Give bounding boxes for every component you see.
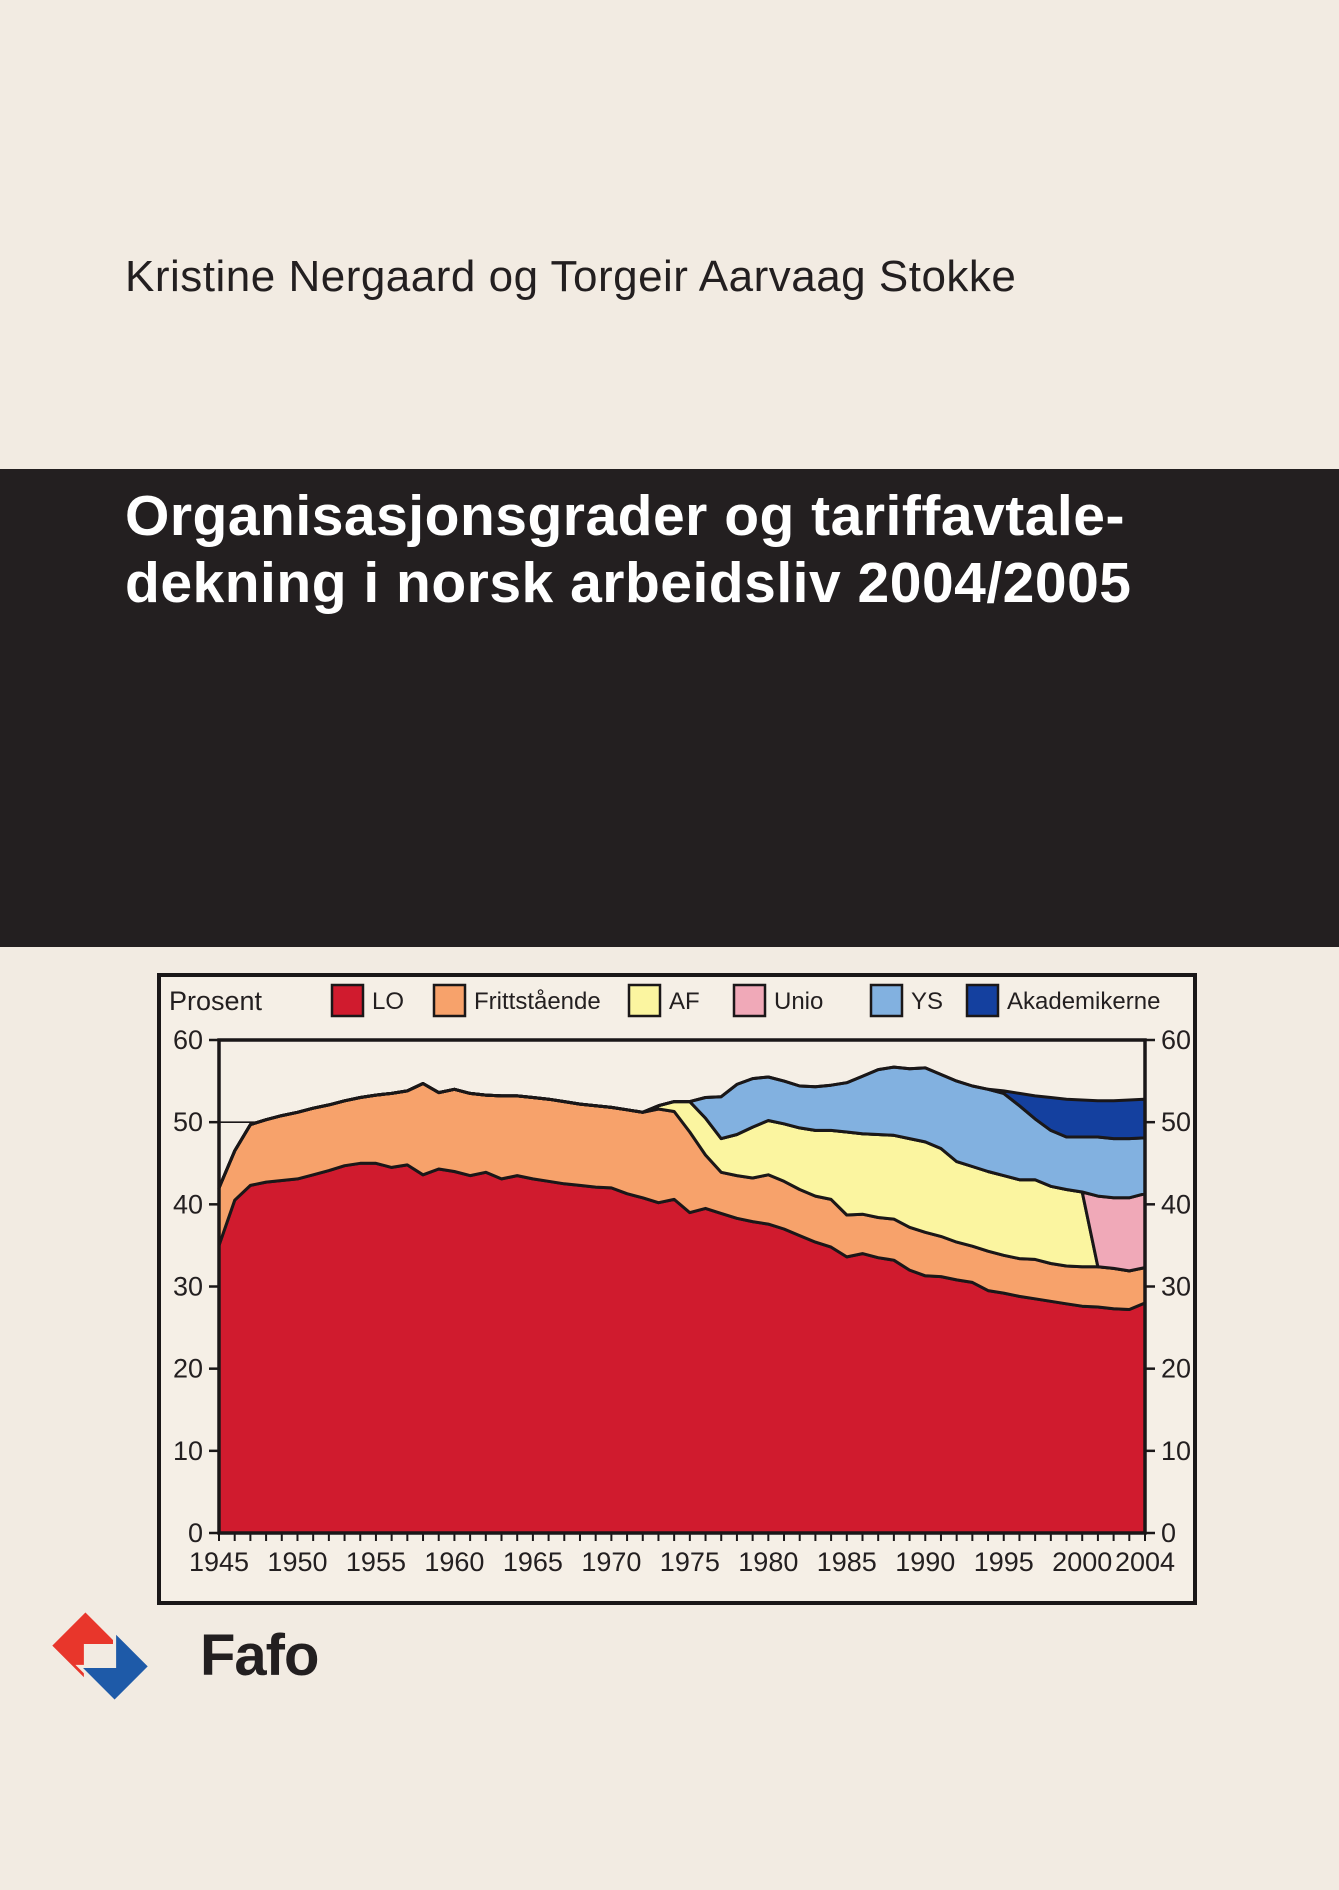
x-label-1945: 1945 (189, 1547, 249, 1577)
y-label-right-60: 60 (1161, 1025, 1191, 1055)
legend-swatch-lo (330, 983, 365, 1018)
legend-label-lo: LO (372, 988, 404, 1015)
legend-label-frittstående: Frittstående (474, 988, 601, 1015)
chart-figure: Prosent LO Frittstående AF Unio YS Akademikern… (157, 973, 1197, 1605)
y-label-left-40: 40 (173, 1189, 203, 1219)
y-label-left-30: 30 (173, 1272, 203, 1302)
y-label-right-40: 40 (1161, 1189, 1191, 1219)
y-axis-unit-label: Prosent (169, 986, 263, 1016)
y-label-left-0: 0 (188, 1518, 203, 1548)
x-label-1960: 1960 (424, 1547, 484, 1577)
title-line-2: dekning i norsk arbeidsliv 2004/2005 (125, 551, 1132, 615)
author-line: Kristine Nergaard og Torgeir Aarvaag Sto… (125, 252, 1017, 301)
x-label-1950: 1950 (267, 1547, 327, 1577)
x-label-1965: 1965 (503, 1547, 563, 1577)
x-label-1990: 1990 (895, 1547, 955, 1577)
fafo-logo-icon (48, 1608, 152, 1704)
report-title: Organisasjonsgrader og tariffavtale- dek… (0, 469, 1339, 617)
y-label-left-20: 20 (173, 1354, 203, 1384)
x-label-1995: 1995 (974, 1547, 1034, 1577)
legend-label-ys: YS (911, 988, 943, 1015)
union-density-chart: Prosent LO Frittstående AF Unio YS Akademikern… (169, 983, 1191, 1577)
y-label-left-10: 10 (173, 1436, 203, 1466)
y-label-right-30: 30 (1161, 1272, 1191, 1302)
fafo-logo-text: Fafo (200, 1623, 319, 1688)
legend-swatch-akademikerne (965, 983, 1000, 1018)
title-line-1: Organisasjonsgrader og tariffavtale- (125, 484, 1125, 548)
y-label-right-0: 0 (1161, 1518, 1176, 1548)
x-label-1955: 1955 (346, 1547, 406, 1577)
y-label-right-10: 10 (1161, 1436, 1191, 1466)
y-label-right-50: 50 (1161, 1107, 1191, 1137)
fafo-logo: Fafo (48, 1608, 468, 1708)
legend-label-akademikerne: Akademikerne (1007, 988, 1160, 1015)
y-label-left-60: 60 (173, 1025, 203, 1055)
y-label-left-50: 50 (173, 1107, 203, 1137)
legend-swatch-frittstående (432, 983, 467, 1018)
x-label-2000: 2000 (1052, 1547, 1112, 1577)
legend-swatch-ys (869, 983, 904, 1018)
legend-swatch-unio (732, 983, 767, 1018)
title-banner: Organisasjonsgrader og tariffavtale- dek… (0, 469, 1339, 947)
x-label-2004: 2004 (1115, 1547, 1175, 1577)
x-label-1980: 1980 (738, 1547, 798, 1577)
legend-swatch-af (627, 983, 662, 1018)
legend-label-af: AF (669, 988, 700, 1015)
x-label-1985: 1985 (817, 1547, 877, 1577)
x-label-1970: 1970 (581, 1547, 641, 1577)
x-label-1975: 1975 (660, 1547, 720, 1577)
legend-label-unio: Unio (774, 988, 823, 1015)
y-label-right-20: 20 (1161, 1354, 1191, 1384)
